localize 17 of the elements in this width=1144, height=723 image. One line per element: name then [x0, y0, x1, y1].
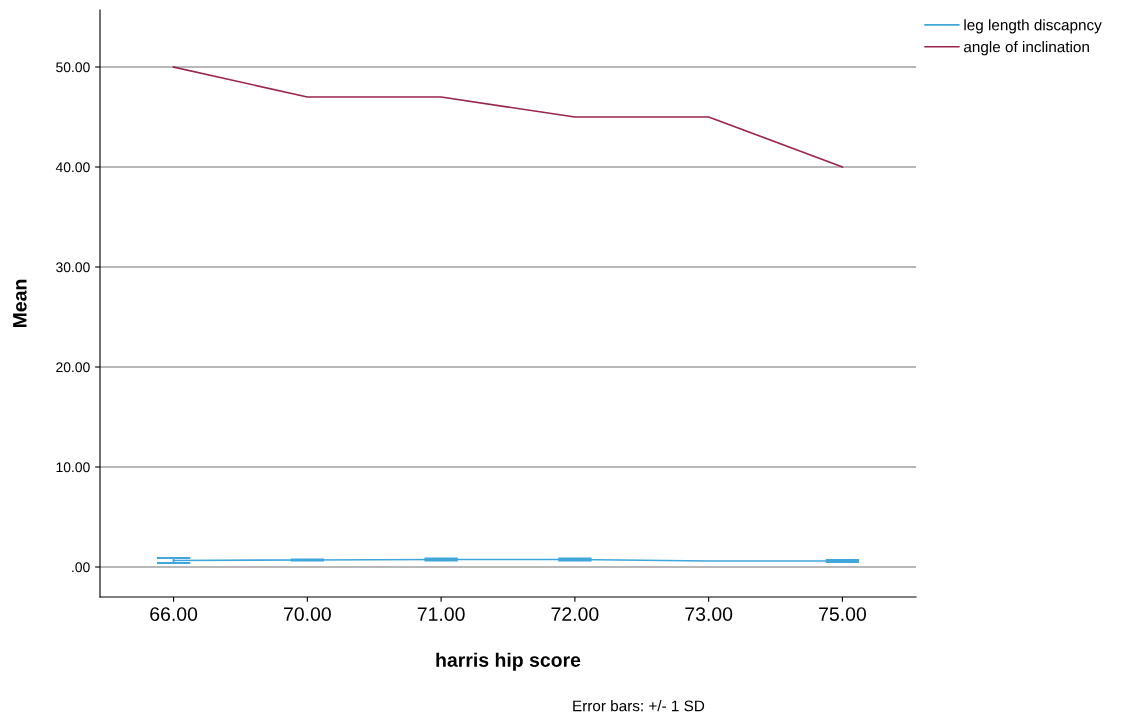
x-tick-label: 71.00	[417, 607, 465, 621]
x-tick-label: 70.00	[284, 607, 331, 621]
x-tick-label: 75.00	[819, 607, 866, 621]
y-tick-label: 40.00	[55, 162, 90, 173]
y-tick-label: 50.00	[56, 62, 90, 73]
y-tick-label: 20.00	[56, 362, 90, 373]
x-tick-label: 72.00	[551, 607, 599, 621]
y-tick-label: .00	[72, 562, 90, 573]
y-axis-title: Mean	[13, 279, 27, 328]
x-tick-label: 73.00	[685, 607, 733, 621]
legend-label: angle of inclination	[964, 41, 1089, 56]
y-tick-label: 30.00	[56, 262, 90, 273]
y-tick-label: 10.00	[56, 462, 90, 473]
legend-label: leg length discapncy	[964, 19, 1102, 34]
text: Error bars: +/- 1 SD	[573, 700, 705, 712]
x-tick-label: 66.00	[150, 607, 198, 621]
x-axis-title: harris hip score	[436, 652, 581, 671]
